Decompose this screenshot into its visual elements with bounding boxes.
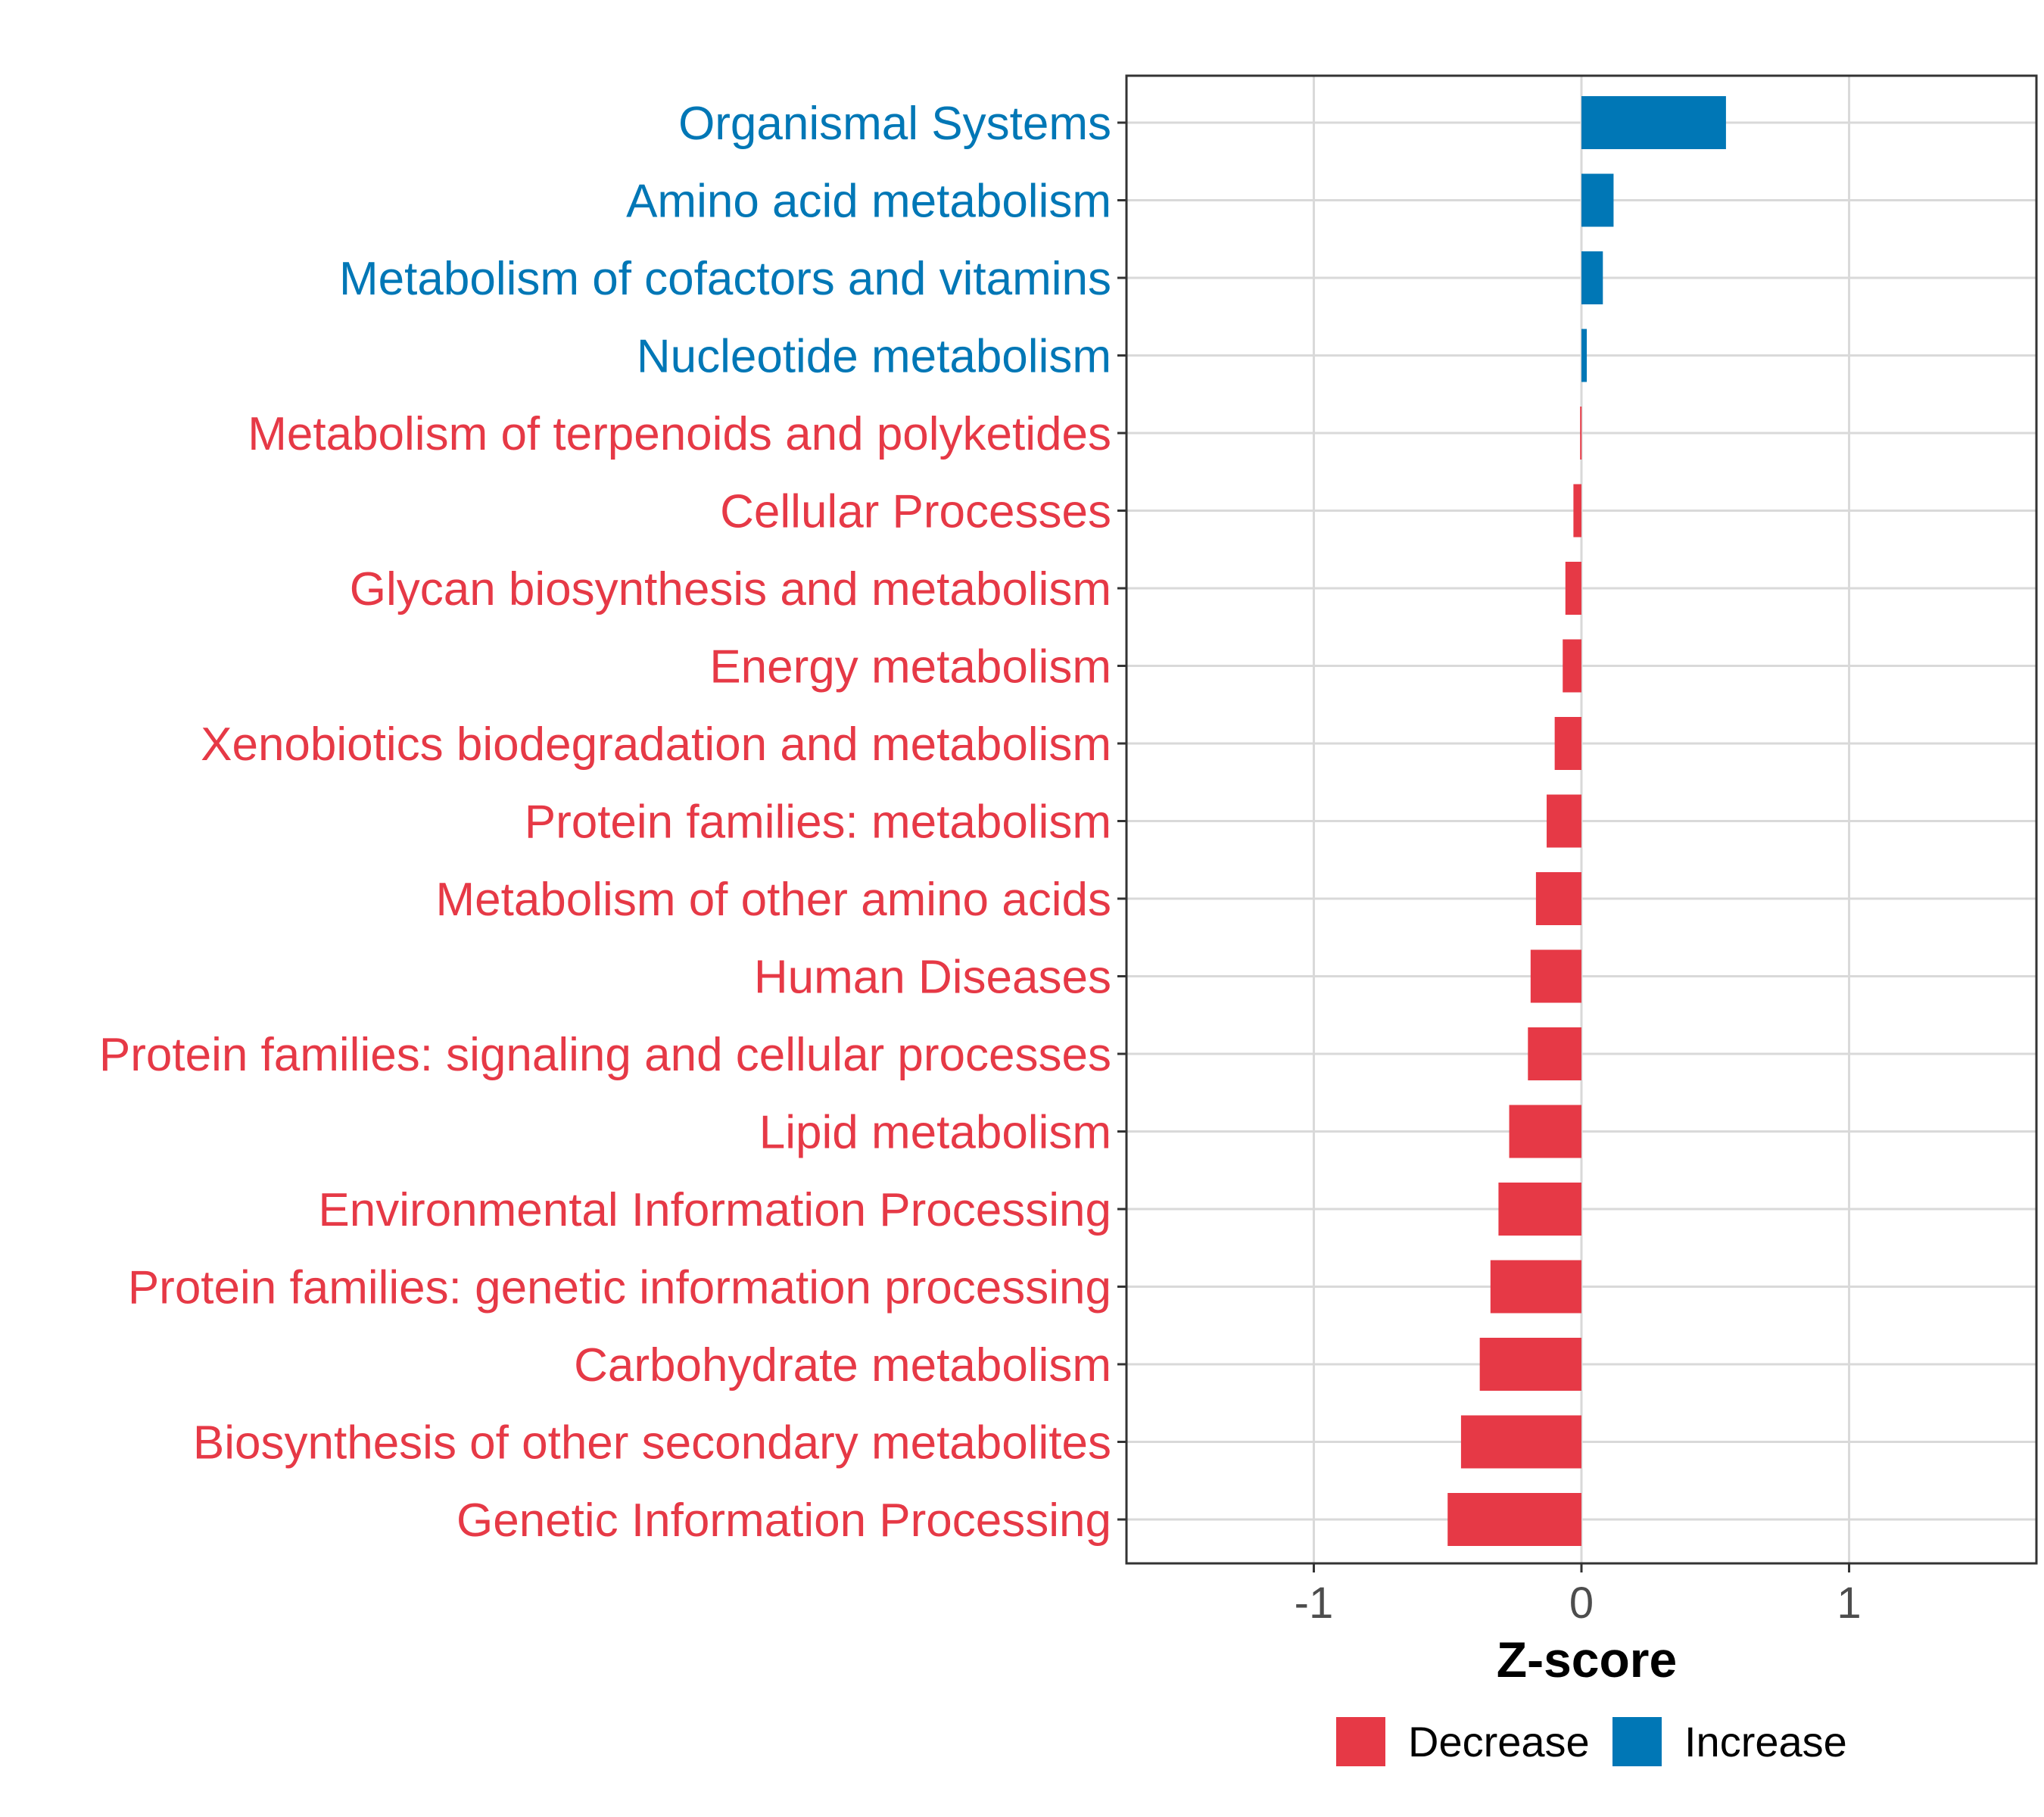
category-label: Genetic Information Processing bbox=[456, 1494, 1111, 1547]
bar bbox=[1581, 173, 1614, 227]
category-label: Protein families: genetic information pr… bbox=[128, 1262, 1111, 1314]
legend: Decrease Increase bbox=[1336, 1717, 1847, 1766]
bar bbox=[1498, 1183, 1581, 1236]
category-label: Organismal Systems bbox=[678, 98, 1111, 150]
category-labels: Organismal Systems Amino acid metabolism M… bbox=[99, 98, 1111, 1547]
x-axis-ticks: -1 0 1 bbox=[1295, 1563, 1862, 1628]
bar bbox=[1573, 484, 1581, 538]
category-label: Biosynthesis of other secondary metaboli… bbox=[193, 1417, 1111, 1469]
bar bbox=[1535, 872, 1581, 925]
bar bbox=[1447, 1493, 1581, 1546]
bar bbox=[1509, 1105, 1581, 1158]
category-label: Metabolism of other amino acids bbox=[435, 874, 1111, 926]
bar bbox=[1479, 1338, 1581, 1391]
category-label: Carbohydrate metabolism bbox=[574, 1339, 1111, 1392]
category-label: Lipid metabolism bbox=[759, 1107, 1111, 1159]
bar bbox=[1563, 639, 1581, 693]
category-label: Metabolism of terpenoids and polyketides bbox=[248, 408, 1111, 460]
bar bbox=[1581, 251, 1603, 304]
bar bbox=[1554, 717, 1581, 770]
bar bbox=[1490, 1260, 1581, 1314]
category-label: Xenobiotics biodegradation and metabolis… bbox=[201, 718, 1111, 771]
legend-key-increase bbox=[1612, 1717, 1662, 1766]
bar bbox=[1581, 329, 1588, 382]
x-axis-title: Z-score bbox=[1497, 1632, 1677, 1688]
category-label: Metabolism of cofactors and vitamins bbox=[339, 253, 1111, 305]
bar bbox=[1530, 949, 1581, 1003]
category-label: Cellular Processes bbox=[720, 486, 1111, 538]
bar bbox=[1528, 1027, 1581, 1080]
bar bbox=[1565, 562, 1581, 615]
x-tick-label: 1 bbox=[1837, 1579, 1861, 1628]
bar bbox=[1581, 96, 1726, 149]
category-label: Human Diseases bbox=[754, 952, 1111, 1004]
legend-label-increase: Increase bbox=[1684, 1718, 1847, 1766]
category-label: Amino acid metabolism bbox=[626, 176, 1111, 228]
legend-key-decrease bbox=[1336, 1717, 1385, 1766]
x-tick-label: 0 bbox=[1569, 1579, 1594, 1628]
bar bbox=[1580, 407, 1582, 460]
bar bbox=[1460, 1415, 1581, 1469]
category-label: Protein families: signaling and cellular… bbox=[99, 1029, 1111, 1081]
category-label: Nucleotide metabolism bbox=[637, 331, 1111, 383]
category-label: Glycan biosynthesis and metabolism bbox=[350, 563, 1111, 616]
bars bbox=[1447, 96, 1726, 1546]
y-axis-ticks bbox=[1117, 121, 1126, 1521]
category-label: Protein families: metabolism bbox=[525, 796, 1111, 849]
bar bbox=[1547, 794, 1581, 848]
category-label: Energy metabolism bbox=[709, 641, 1111, 693]
category-label: Environmental Information Processing bbox=[318, 1184, 1111, 1236]
x-tick-label: -1 bbox=[1295, 1579, 1334, 1628]
legend-label-decrease: Decrease bbox=[1408, 1718, 1590, 1766]
